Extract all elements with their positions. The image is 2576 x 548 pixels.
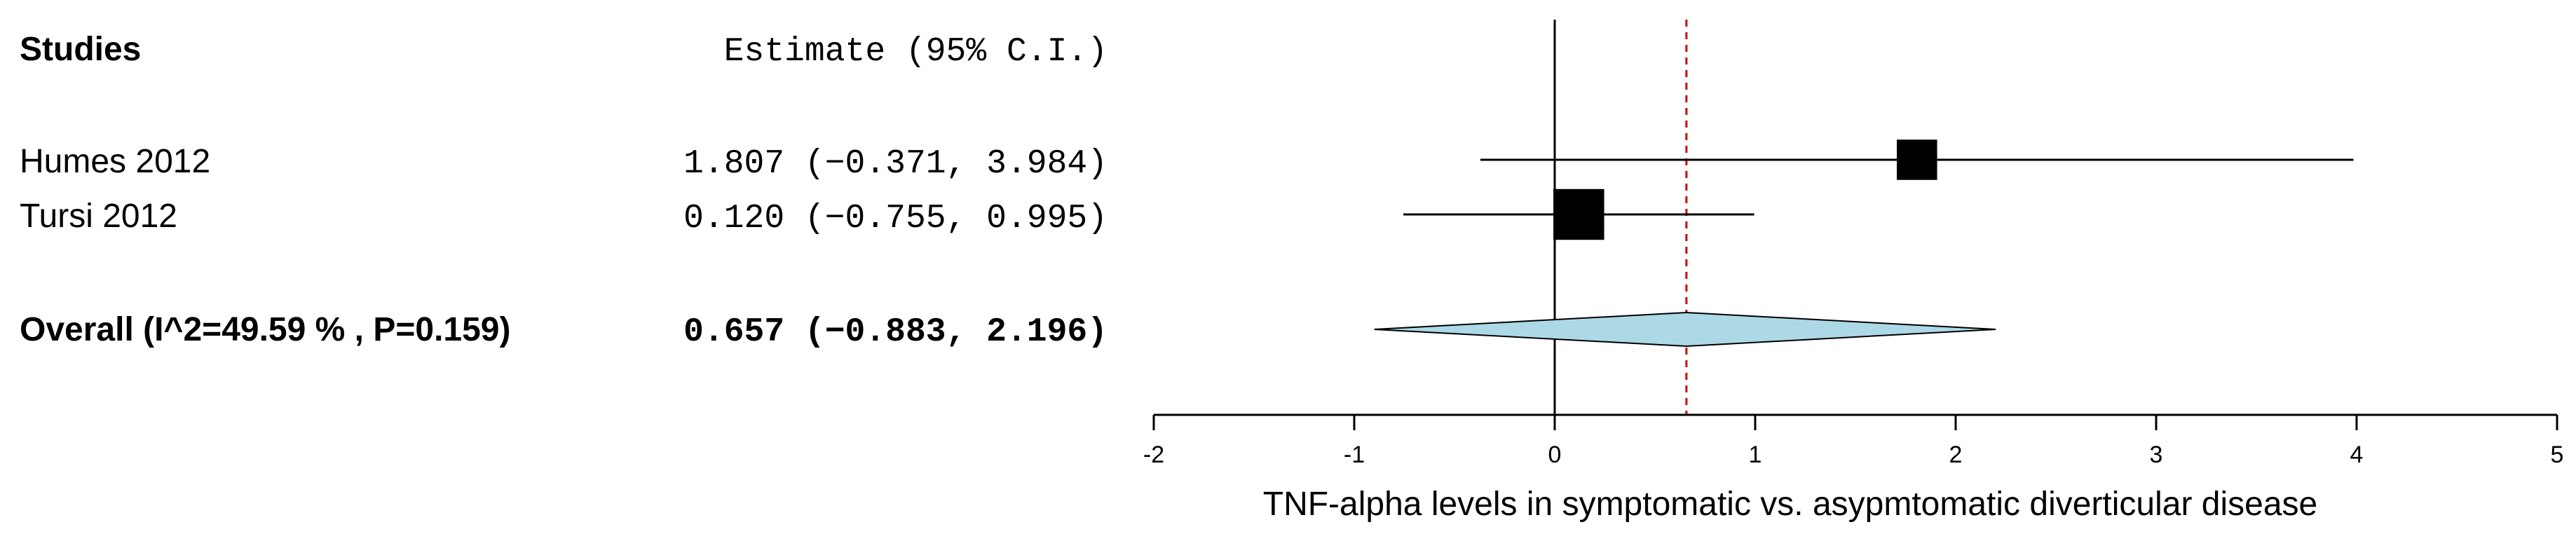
x-tick-label-4: 2 <box>1949 441 1963 468</box>
study-label-0: Humes 2012 <box>20 143 210 180</box>
study-estimate-0: 1.807 (−0.371, 3.984) <box>683 145 1108 183</box>
overall-diamond <box>1374 311 1996 348</box>
header-studies: Studies <box>20 31 141 68</box>
study-box-1 <box>1553 189 1604 240</box>
x-tick-label-1: -1 <box>1344 441 1365 468</box>
x-tick-label-6: 4 <box>2350 441 2364 468</box>
study-label-1: Tursi 2012 <box>20 198 177 235</box>
x-tick-label-2: 0 <box>1548 441 1562 468</box>
x-axis-label: TNF-alpha levels in symptomatic vs. asyp… <box>1263 486 2318 523</box>
header-estimate: Estimate (95% C.I.) <box>724 33 1108 71</box>
study-estimate-1: 0.120 (−0.755, 0.995) <box>683 200 1108 238</box>
x-tick-label-7: 5 <box>2551 441 2564 468</box>
overall-label: Overall (I^2=49.59 % , P=0.159) <box>20 311 510 348</box>
x-tick-label-3: 1 <box>1749 441 1762 468</box>
study-box-0 <box>1897 139 1937 180</box>
x-tick-label-5: 3 <box>2150 441 2163 468</box>
plot-area: -2 -1 0 1 2 3 4 5 <box>1143 20 2564 468</box>
overall-estimate: 0.657 (−0.883, 2.196) <box>683 313 1108 351</box>
x-tick-label-0: -2 <box>1143 441 1164 468</box>
